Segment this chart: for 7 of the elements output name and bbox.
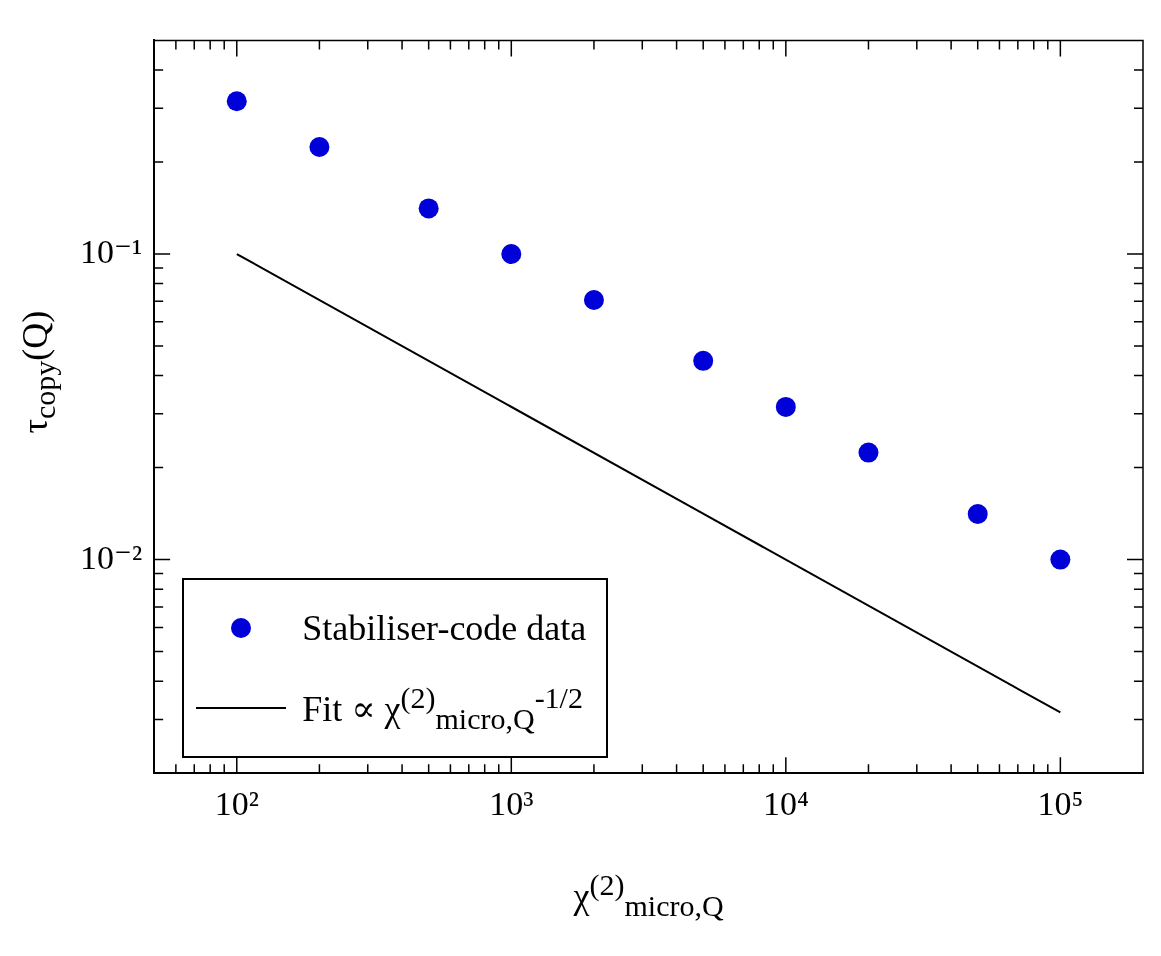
x-tick-label: 10⁴ — [762, 784, 809, 822]
legend-label: Stabiliser-code data — [302, 607, 587, 650]
x-tick-label: 10³ — [489, 784, 534, 822]
y-tick-label: 10⁻¹ — [80, 232, 143, 270]
x-tick-label: 10⁵ — [1037, 784, 1084, 822]
x-tick-label: 10² — [214, 784, 259, 822]
y-tick-label: 10⁻² — [80, 538, 143, 576]
